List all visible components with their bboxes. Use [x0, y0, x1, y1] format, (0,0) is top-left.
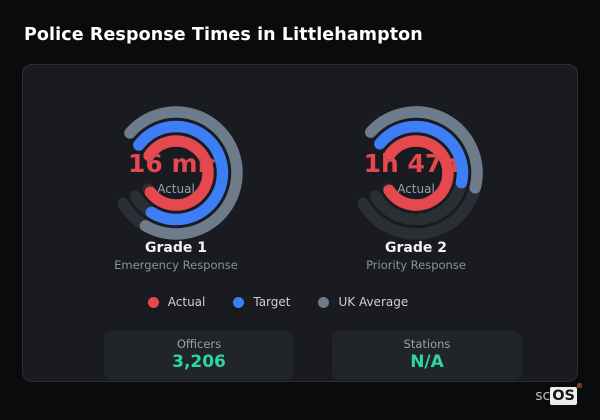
- legend-label-actual: Actual: [167, 295, 206, 309]
- legend-item-target[interactable]: Target: [233, 295, 290, 309]
- gauges-row: 16 min Actual Grade 1 Emergency Response…: [23, 65, 577, 272]
- stat-label-officers: Officers: [176, 337, 222, 351]
- gauge-grade-1-value-label: Actual: [157, 181, 195, 196]
- gauge-grade-2: 1h 47m Actual Grade 2 Priority Response: [316, 98, 516, 272]
- stat-value-officers: 3,206: [172, 352, 226, 372]
- gauge-grade-1-chart: 16 min Actual: [101, 98, 251, 248]
- radial-gauge-svg-grade-1: [117, 106, 243, 240]
- gauge-grade-1: 16 min Actual Grade 1 Emergency Response: [76, 98, 276, 272]
- stat-box-stations: Stations N/A: [332, 331, 522, 380]
- legend-dot-actual-icon: [147, 296, 159, 308]
- watermark-brand: OS ®: [550, 381, 583, 405]
- legend-label-target: Target: [253, 295, 291, 309]
- registered-trademark-icon: ®: [576, 381, 583, 390]
- legend-item-uk-average[interactable]: UK Average: [318, 295, 408, 309]
- gauge-grade-1-title: Grade 1: [145, 240, 207, 256]
- legend-dot-target-icon: [233, 296, 245, 308]
- gauge-grade-2-subtitle: Priority Response: [366, 258, 466, 272]
- watermark-prefix: sc: [535, 387, 551, 404]
- stat-value-stations: N/A: [410, 352, 444, 372]
- stat-label-stations: Stations: [403, 337, 451, 351]
- radial-gauge-svg-grade-2: [357, 106, 483, 240]
- gauge-grade-2-chart: 1h 47m Actual: [341, 98, 491, 248]
- legend-dot-uk-average-icon: [318, 296, 330, 308]
- legend-item-actual[interactable]: Actual: [147, 295, 206, 309]
- stat-box-officers: Officers 3,206: [104, 331, 294, 380]
- chart-legend: Actual Target UK Average: [1, 295, 555, 309]
- stats-row: Officers 3,206 Stations N/A: [104, 331, 522, 380]
- gauge-grade-2-value-label: Actual: [397, 181, 435, 196]
- page-title: Police Response Times in Littlehampton: [24, 25, 423, 45]
- gauge-grade-2-title: Grade 2: [385, 240, 447, 256]
- legend-label-uk-average: UK Average: [338, 295, 409, 309]
- response-times-card: 16 min Actual Grade 1 Emergency Response…: [22, 64, 578, 382]
- gauge-grade-1-subtitle: Emergency Response: [114, 258, 238, 272]
- scos-watermark-logo[interactable]: sc OS ®: [535, 381, 583, 405]
